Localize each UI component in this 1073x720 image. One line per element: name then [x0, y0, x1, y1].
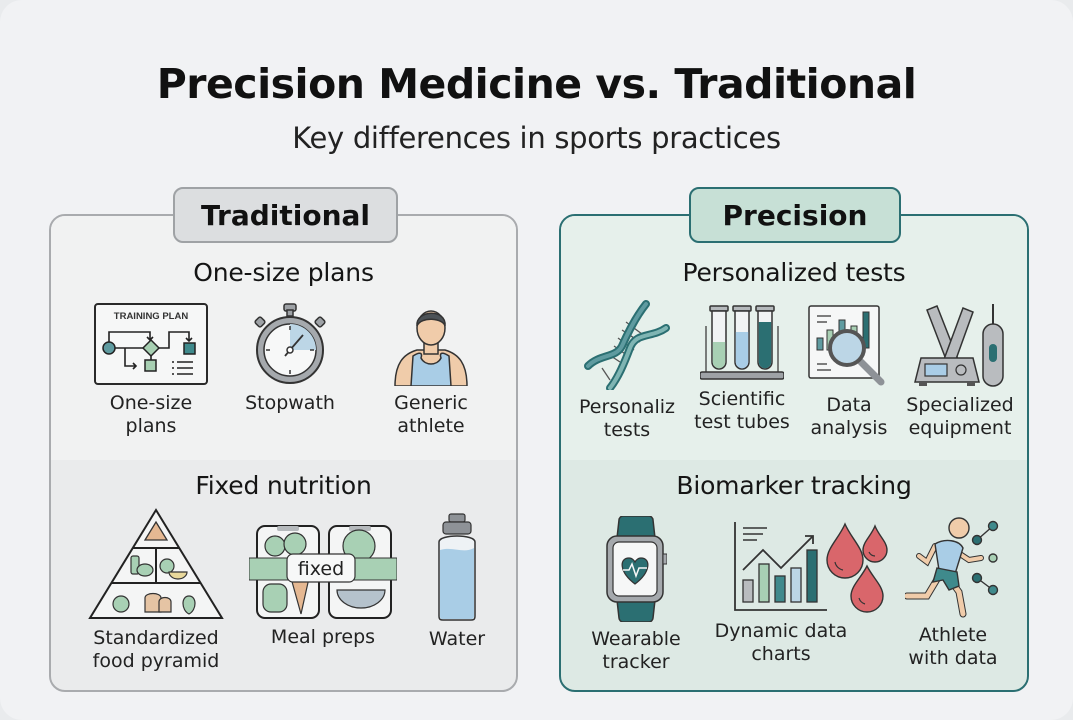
item-stopwatch: Stopwath [235, 302, 345, 415]
label-food-pyramid: Standardized food pyramid [92, 627, 220, 672]
label-meal-preps: Meal preps [270, 626, 376, 648]
water-bottle-icon [438, 513, 476, 621]
item-personalized-tests: Personaliz tests [575, 298, 679, 442]
item-meal-preps: fixed Meal preps [247, 524, 399, 649]
label-athlete-with-data: Athlete with data [908, 624, 998, 669]
label-water: Water [428, 628, 486, 650]
section-title-fixed-nutrition: Fixed nutrition [195, 471, 372, 500]
item-blood-drops [817, 522, 897, 620]
stopwatch-icon [254, 303, 326, 384]
training-plan-icon: TRAINING PLAN [94, 303, 208, 385]
label-data-analysis: Data analysis [810, 394, 888, 439]
page-title: Precision Medicine vs. Traditional [156, 60, 917, 108]
generic-athlete-icon [394, 310, 468, 386]
data-analysis-icon [808, 305, 885, 386]
item-specialized-equipment: Specialized equipment [895, 302, 1025, 440]
test-tubes-icon [700, 305, 784, 380]
item-dynamic-data-charts: Dynamic data charts [701, 518, 861, 666]
item-food-pyramid: Standardized food pyramid [81, 506, 231, 673]
food-pyramid-icon [88, 508, 224, 619]
traditional-card: Traditional One-size plans TRAINING PLAN [49, 187, 518, 692]
precision-card: Precision Personalized tests Personaliz … [559, 187, 1029, 692]
item-generic-athlete: Generic athlete [371, 302, 491, 438]
blood-drops-icon [826, 522, 888, 613]
athlete-data-icon [905, 517, 999, 618]
precision-tag: Precision [689, 187, 901, 243]
section-title-one-size-plans: One-size plans [193, 258, 374, 287]
traditional-tag: Traditional [173, 187, 398, 243]
section-title-biomarker-tracking: Biomarker tracking [676, 471, 912, 500]
specialized-equipment-icon [914, 304, 1004, 387]
svg-text:fixed: fixed [298, 558, 344, 580]
dna-icon [584, 300, 670, 390]
label-one-size-plans: One-size plans [109, 392, 193, 437]
label-test-tubes: Scientific test tubes [694, 388, 790, 433]
label-personalized-tests: Personaliz tests [578, 396, 676, 441]
label-generic-athlete: Generic athlete [394, 392, 468, 437]
meal-prep-icon: fixed [249, 525, 397, 619]
label-wearable-tracker: Wearable tracker [591, 628, 681, 673]
svg-text:TRAINING PLAN: TRAINING PLAN [114, 311, 189, 322]
label-dynamic-data-charts: Dynamic data charts [714, 620, 848, 665]
item-athlete-with-data: Athlete with data [897, 516, 1009, 670]
page-subtitle: Key differences in sports practices [292, 121, 781, 155]
label-stopwatch: Stopwath [245, 392, 335, 414]
item-water: Water [419, 512, 495, 651]
label-specialized-equipment: Specialized equipment [906, 394, 1014, 439]
dynamic-chart-icon [734, 522, 827, 611]
item-data-analysis: Data analysis [797, 304, 901, 440]
wearable-tracker-icon [606, 516, 667, 622]
item-wearable-tracker: Wearable tracker [581, 516, 691, 674]
item-test-tubes: Scientific test tubes [687, 302, 797, 434]
item-training-plan: TRAINING PLAN One-size plans [89, 302, 213, 438]
section-title-personalized-tests: Personalized tests [682, 258, 906, 287]
